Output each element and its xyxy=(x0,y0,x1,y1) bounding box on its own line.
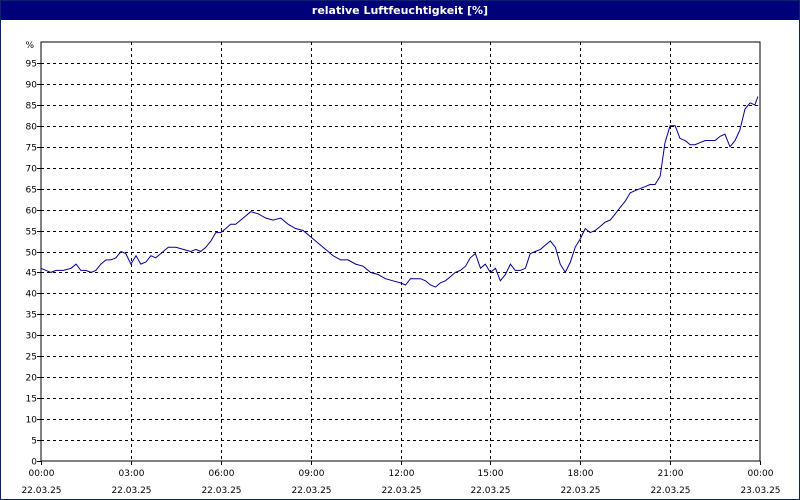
y-tick-label: 0 xyxy=(31,458,37,468)
y-tick-label: 20 xyxy=(26,374,38,384)
y-tick-label: 30 xyxy=(26,332,38,342)
x-tick-time-label: 18:00 xyxy=(568,469,594,479)
y-tick-label: 70 xyxy=(26,165,38,175)
x-tick-time-label: 00:00 xyxy=(29,469,55,479)
y-tick-label: 40 xyxy=(26,290,38,300)
y-unit-label: % xyxy=(25,41,34,51)
y-tick-label: 10 xyxy=(26,416,38,426)
x-tick-date-label: 22.03.25 xyxy=(291,486,331,496)
y-tick-label: 65 xyxy=(26,186,37,196)
humidity-chart: 0 5 10 15 20 25 30 35 40 45 50 55 60 65 70 75 80 85 90 95 00… xyxy=(21,41,780,497)
axis-labels: 0 5 10 15 20 25 30 35 40 45 50 55 60 65 70 75 80 85 90 95 00… xyxy=(21,60,780,497)
grid-lines xyxy=(41,42,760,461)
y-tick-label: 95 xyxy=(26,60,37,70)
chart-title: relative Luftfeuchtigkeit [%] xyxy=(1,1,799,20)
x-tick-time-label: 00:00 xyxy=(748,469,774,479)
y-tick-label: 75 xyxy=(26,144,37,154)
plot-area xyxy=(40,41,761,462)
y-tick-label: 45 xyxy=(26,269,37,279)
y-tick-label: 90 xyxy=(26,81,38,91)
y-tick-label: 80 xyxy=(26,123,38,133)
x-tick-time-label: 09:00 xyxy=(299,469,325,479)
humidity-series-line xyxy=(40,96,759,288)
x-tick-date-label: 22.03.25 xyxy=(21,486,61,496)
x-tick-time-label: 15:00 xyxy=(478,469,504,479)
y-tick-label: 25 xyxy=(26,353,37,363)
x-tick-time-label: 06:00 xyxy=(209,469,235,479)
y-tick-label: 60 xyxy=(26,207,38,217)
x-tick-time-label: 12:00 xyxy=(389,469,415,479)
x-tick-date-label: 22.03.25 xyxy=(201,486,241,496)
x-tick-time-label: 03:00 xyxy=(119,469,145,479)
y-tick-label: 85 xyxy=(26,102,37,112)
x-tick-date-label: 22.03.25 xyxy=(650,486,690,496)
y-tick-label: 50 xyxy=(26,249,38,259)
y-tick-label: 35 xyxy=(26,311,37,321)
x-tick-date-label: 22.03.25 xyxy=(470,486,510,496)
x-tick-time-label: 21:00 xyxy=(658,469,684,479)
x-tick-date-label: 22.03.25 xyxy=(381,486,421,496)
x-tick-date-label: 23.03.25 xyxy=(740,486,780,496)
x-tick-date-label: 22.03.25 xyxy=(111,486,151,496)
y-tick-label: 5 xyxy=(31,437,37,447)
x-tick-date-label: 22.03.25 xyxy=(560,486,600,496)
y-tick-label: 15 xyxy=(26,395,37,405)
y-tick-label: 55 xyxy=(26,228,37,238)
